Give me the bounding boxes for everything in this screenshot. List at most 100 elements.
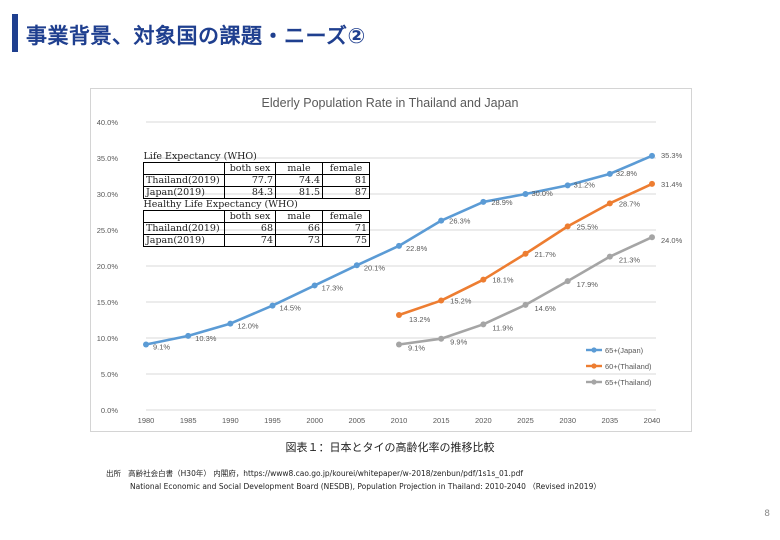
data-label: 17.3%	[322, 283, 344, 292]
x-tick-label: 2040	[644, 416, 661, 425]
cell: 75	[322, 234, 370, 247]
data-point	[143, 341, 149, 348]
data-label: 32.8%	[616, 169, 638, 178]
y-tick-label: 20.0%	[97, 262, 119, 271]
header-both-sex: both sex	[224, 210, 276, 223]
title-accent-bar	[12, 14, 18, 52]
data-label: 14.6%	[535, 304, 557, 313]
row-label: Thailand(2019)	[143, 222, 225, 235]
data-point	[396, 311, 402, 318]
x-tick-label: 1980	[138, 416, 155, 425]
data-label: 13.2%	[409, 315, 431, 324]
x-tick-label: 2030	[559, 416, 576, 425]
data-point	[606, 170, 613, 177]
life-expectancy-table: Life Expectancy (WHO) both sex male fema…	[143, 151, 370, 247]
row-label: Thailand(2019)	[143, 174, 225, 187]
data-label: 11.9%	[492, 323, 513, 332]
data-point	[522, 191, 529, 197]
data-point	[564, 278, 571, 285]
healthy-life-title: Healthy Life Expectancy (WHO)	[143, 199, 298, 210]
cell: 81	[322, 174, 370, 187]
data-label: 14.5%	[280, 304, 302, 313]
y-tick-label: 15.0%	[97, 298, 119, 307]
data-point	[649, 180, 655, 187]
x-tick-label: 2025	[517, 416, 534, 425]
data-label: 17.9%	[577, 280, 599, 289]
header-male: male	[275, 162, 323, 175]
row-label: Japan(2019)	[143, 186, 225, 199]
data-label: 10.3%	[195, 334, 217, 343]
page-number: 8	[764, 509, 770, 519]
x-tick-label: 2035	[601, 416, 618, 425]
x-tick-label: 2015	[433, 416, 450, 425]
x-tick-label: 2000	[306, 416, 323, 425]
data-point	[438, 297, 445, 304]
data-point	[396, 242, 402, 249]
row-label: Japan(2019)	[143, 234, 225, 247]
data-label: 22.8%	[406, 244, 428, 253]
chart-title: Elderly Population Rate in Thailand and …	[262, 96, 519, 110]
data-label: 31.2%	[574, 180, 596, 189]
legend-label: 60+(Thailand)	[605, 362, 652, 371]
data-label: 26.3%	[449, 217, 471, 226]
cell: 73	[275, 234, 323, 247]
data-label: 15.2%	[450, 297, 472, 306]
line-chart: Elderly Population Rate in Thailand and …	[97, 96, 683, 425]
legend-marker	[591, 347, 597, 353]
cell: 81.5	[275, 186, 323, 199]
data-label: 35.3%	[661, 151, 683, 160]
source-label: 出所	[106, 469, 121, 478]
data-point	[227, 320, 234, 327]
data-point	[564, 182, 571, 189]
y-tick-label: 40.0%	[97, 118, 119, 127]
data-point	[606, 253, 613, 260]
data-label: 9.1%	[153, 342, 170, 351]
data-label: 30.0%	[532, 189, 554, 198]
x-tick-label: 1995	[264, 416, 281, 425]
legend-marker	[591, 379, 597, 385]
source-line-1: 高齢社会白書（H30年） 内閣府，https://www8.cao.go.jp/…	[128, 469, 524, 478]
chart-frame	[90, 88, 692, 432]
data-point	[185, 332, 192, 339]
data-label: 20.1%	[364, 263, 386, 272]
x-tick-label: 2020	[475, 416, 492, 425]
series-line	[398, 182, 653, 317]
data-point	[438, 335, 445, 342]
data-point	[269, 302, 276, 309]
header-blank	[143, 162, 225, 175]
cell: 74.4	[275, 174, 323, 187]
data-point	[649, 234, 655, 241]
data-point	[480, 276, 487, 283]
data-label: 21.3%	[619, 256, 641, 265]
life-expectancy-tables: Life Expectancy (WHO) both sex male fema…	[143, 151, 370, 247]
data-point	[522, 250, 529, 257]
life-expectancy-title: Life Expectancy (WHO)	[143, 151, 257, 162]
cell: 87	[322, 186, 370, 199]
data-point	[396, 341, 402, 348]
header-blank	[143, 210, 225, 223]
header-female: female	[322, 210, 370, 223]
data-label: 28.7%	[619, 199, 641, 208]
source-line-2: National Economic and Social Development…	[130, 482, 601, 491]
data-point	[311, 282, 318, 289]
x-tick-label: 1990	[222, 416, 239, 425]
y-tick-label: 25.0%	[97, 226, 119, 235]
header-male: male	[275, 210, 323, 223]
legend-label: 65+(Thailand)	[605, 378, 652, 387]
header-female: female	[322, 162, 370, 175]
data-point	[649, 152, 655, 159]
y-tick-label: 10.0%	[97, 334, 119, 343]
x-tick-label: 1985	[180, 416, 197, 425]
y-tick-label: 30.0%	[97, 190, 119, 199]
source-note: 出所 高齢社会白書（H30年） 内閣府，https://www8.cao.go.…	[106, 467, 601, 493]
data-point	[522, 301, 529, 308]
cell: 74	[224, 234, 276, 247]
data-label: 9.9%	[450, 338, 467, 347]
data-label: 24.0%	[661, 236, 683, 245]
data-label: 31.4%	[661, 180, 683, 189]
data-point	[564, 223, 571, 230]
y-tick-label: 5.0%	[101, 370, 118, 379]
cell: 68	[224, 222, 276, 235]
legend-marker	[591, 363, 597, 369]
data-label: 28.9%	[491, 198, 513, 207]
